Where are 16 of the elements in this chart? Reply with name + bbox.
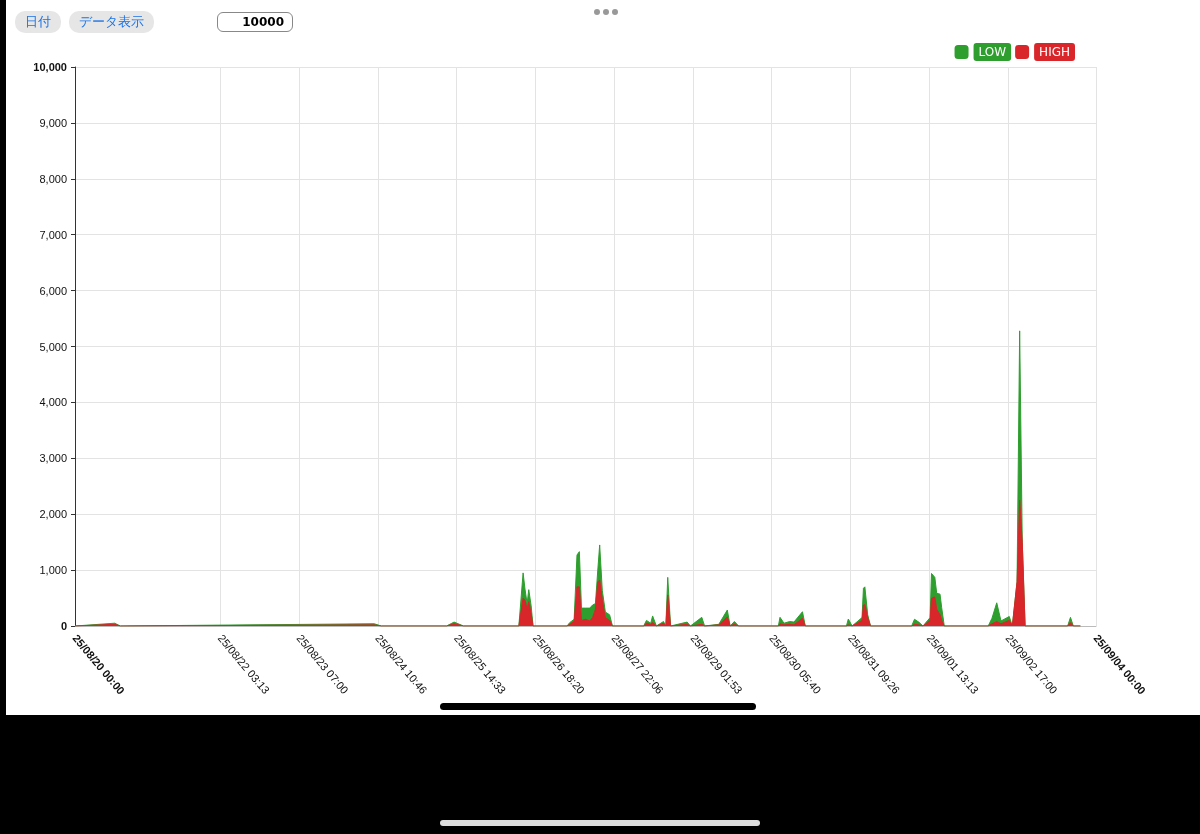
y-tick-label: 0 [60, 620, 67, 632]
text: 10000 [217, 12, 293, 32]
y-tick-label: 2,000 [39, 508, 67, 521]
y-tick-label: 10,000 [33, 61, 67, 73]
y-tick-label: 3,000 [39, 452, 67, 465]
y-tick-label: 4,000 [39, 396, 67, 409]
text: 日付 [15, 11, 61, 33]
y-tick-label: 9,000 [39, 116, 67, 129]
y-tick-label: 7,000 [39, 228, 67, 241]
y-tick-label: 1,000 [39, 564, 67, 577]
y-tick-label: 8,000 [39, 172, 67, 185]
y-tick-label: 5,000 [39, 340, 67, 353]
y-tick-label: 6,000 [39, 284, 67, 297]
legend-label: LOW [978, 45, 1007, 59]
legend-label: HIGH [1039, 45, 1071, 59]
text: データ表示 [69, 11, 154, 33]
